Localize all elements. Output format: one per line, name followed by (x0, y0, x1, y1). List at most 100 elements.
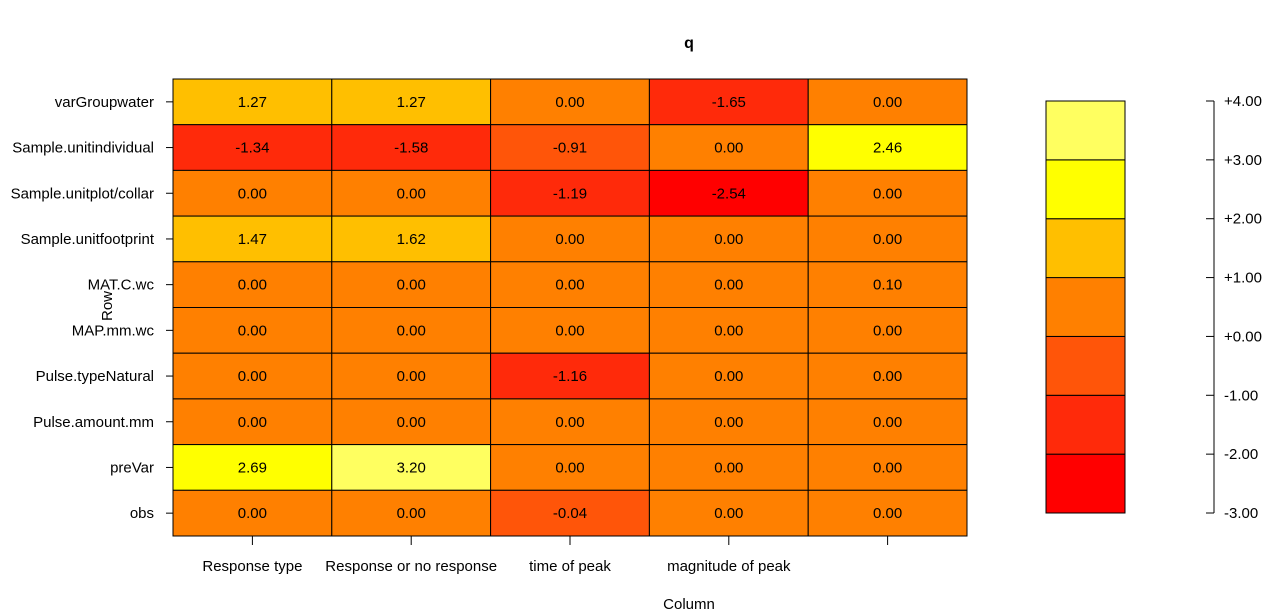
row-tick-label: Sample.unitfootprint (21, 231, 155, 248)
column-tick-label: Response type (202, 558, 302, 575)
legend-swatch (1045, 218, 1126, 279)
cell-value-label: -1.58 (394, 140, 428, 157)
heatmap-cell (807, 261, 968, 308)
heatmap-cell (490, 307, 650, 354)
cell-value-label: 1.47 (238, 231, 267, 248)
cell-value-label: 0.00 (714, 368, 743, 385)
cell-value-label: 0.00 (397, 368, 426, 385)
cell-value-label: 0.00 (714, 277, 743, 294)
cell-value-label: 0.00 (555, 459, 584, 476)
heatmap-cell (331, 489, 492, 537)
cell-value-label: 0.00 (873, 231, 902, 248)
cell-value-label: 0.00 (714, 322, 743, 339)
heatmap-cell (331, 78, 492, 126)
legend-swatch (1045, 335, 1126, 396)
heatmap-cell (807, 124, 968, 171)
cell-value-label: 0.00 (873, 322, 902, 339)
heatmap-cell (331, 169, 492, 217)
cell-value-label: 0.00 (873, 368, 902, 385)
heatmap-cell (490, 444, 650, 491)
legend-tick-label: +4.00 (1224, 93, 1262, 110)
cell-value-label: 0.00 (555, 277, 584, 294)
row-tick-label: Pulse.amount.mm (33, 414, 154, 431)
heatmap-cell (648, 78, 809, 126)
heatmap-cell (490, 261, 650, 308)
column-tick-label: time of peak (529, 558, 611, 575)
cell-value-label: 0.00 (873, 505, 902, 522)
heatmap-cell-labels: 1.27 1.27 0.00 -1.65 0.00 -1.34 -1.58 -0.91 0.00… (235, 94, 902, 522)
row-labels: varGroupwater Sample.unitindividual Sample… (11, 94, 173, 522)
row-tick-label: preVar (110, 459, 154, 476)
heatmap-cell (172, 489, 333, 537)
heatmap-cell (331, 307, 492, 354)
cell-value-label: 0.00 (555, 322, 584, 339)
heatmap-cell (331, 261, 492, 308)
row-tick-label: varGroupwater (55, 94, 154, 111)
heatmap-cell (648, 307, 809, 354)
heatmap-cell (490, 215, 650, 263)
heatmap-cell (807, 489, 968, 537)
cell-value-label: 0.00 (714, 140, 743, 157)
cell-value-label: 1.62 (397, 231, 426, 248)
cell-value-label: -1.34 (235, 140, 269, 157)
heatmap-cell (331, 398, 492, 446)
row-tick-label: MAP.mm.wc (72, 322, 155, 339)
heatmap-cell (807, 352, 968, 400)
cell-value-label: -1.19 (553, 185, 587, 202)
legend-tick-label: -1.00 (1224, 387, 1258, 404)
cell-value-label: 0.00 (397, 414, 426, 431)
cell-value-label: -1.16 (553, 368, 587, 385)
heatmap-cell (172, 261, 333, 308)
cell-value-label: 0.00 (873, 94, 902, 111)
heatmap-cell (331, 215, 492, 263)
legend-tick-label: +0.00 (1224, 328, 1262, 345)
y-axis-label: Row (99, 291, 116, 321)
legend-swatch (1045, 159, 1126, 220)
cell-value-label: 0.00 (714, 414, 743, 431)
cell-value-label: 0.00 (873, 185, 902, 202)
color-legend: -3.00 -2.00 -1.00 +0.00 +1.00 +2.00 +3.00 +4.00 (1045, 93, 1262, 522)
cell-value-label: 3.20 (397, 459, 426, 476)
heatmap-cells (172, 78, 968, 537)
cell-value-label: 0.00 (238, 277, 267, 294)
cell-value-label: 0.00 (397, 277, 426, 294)
cell-value-label: 0.00 (714, 459, 743, 476)
x-axis-label: Column (663, 596, 715, 613)
legend-tick-label: -3.00 (1224, 505, 1258, 522)
cell-value-label: 0.00 (238, 185, 267, 202)
heatmap-cell (490, 124, 650, 171)
legend-swatch (1045, 394, 1126, 455)
cell-value-label: 0.00 (238, 414, 267, 431)
cell-value-label: -2.54 (712, 185, 746, 202)
legend-swatch (1045, 453, 1126, 514)
cell-value-label: 0.00 (555, 414, 584, 431)
cell-value-label: 0.00 (397, 185, 426, 202)
heatmap-cell (807, 215, 968, 263)
heatmap-cell (648, 215, 809, 263)
legend-swatch (1045, 100, 1126, 161)
legend-swatch (1045, 277, 1126, 337)
legend-tick-label: +1.00 (1224, 270, 1262, 287)
cell-value-label: 0.00 (397, 505, 426, 522)
cell-value-label: 0.00 (238, 322, 267, 339)
cell-value-label: 0.00 (238, 505, 267, 522)
cell-value-label: 0.00 (873, 414, 902, 431)
cell-value-label: 0.00 (555, 94, 584, 111)
heatmap-cell (172, 398, 333, 446)
legend-tick-label: +3.00 (1224, 152, 1262, 169)
heatmap-cell (172, 124, 333, 171)
legend-tick-label: +2.00 (1224, 211, 1262, 228)
column-labels: Response type Response or no response time… (202, 536, 889, 575)
cell-value-label: 0.00 (714, 231, 743, 248)
heatmap-cell (331, 444, 492, 491)
cell-value-label: -0.91 (553, 140, 587, 157)
cell-value-label: 1.27 (397, 94, 426, 111)
row-tick-label: obs (130, 505, 154, 522)
heatmap-cell (490, 398, 650, 446)
column-tick-label: Response or no response (325, 558, 497, 575)
chart-title: q (684, 35, 694, 52)
row-tick-label: MAT.C.wc (88, 277, 155, 294)
column-tick-label: magnitude of peak (667, 558, 791, 575)
cell-value-label: 2.69 (238, 459, 267, 476)
